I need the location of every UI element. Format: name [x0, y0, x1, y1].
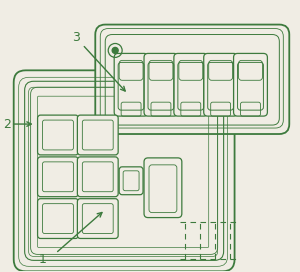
FancyBboxPatch shape	[95, 24, 289, 134]
FancyBboxPatch shape	[77, 157, 118, 197]
FancyBboxPatch shape	[77, 115, 118, 155]
FancyBboxPatch shape	[114, 53, 148, 116]
FancyBboxPatch shape	[174, 53, 208, 116]
FancyBboxPatch shape	[119, 167, 143, 195]
Text: 1: 1	[39, 253, 46, 266]
FancyBboxPatch shape	[77, 199, 118, 239]
FancyBboxPatch shape	[234, 53, 267, 116]
Text: 2: 2	[3, 118, 11, 131]
Text: 3: 3	[72, 31, 80, 44]
FancyBboxPatch shape	[38, 199, 78, 239]
FancyBboxPatch shape	[204, 53, 238, 116]
FancyBboxPatch shape	[38, 115, 78, 155]
FancyBboxPatch shape	[144, 158, 182, 218]
FancyBboxPatch shape	[144, 53, 178, 116]
Circle shape	[112, 47, 118, 53]
FancyBboxPatch shape	[38, 157, 78, 197]
FancyBboxPatch shape	[14, 70, 235, 271]
